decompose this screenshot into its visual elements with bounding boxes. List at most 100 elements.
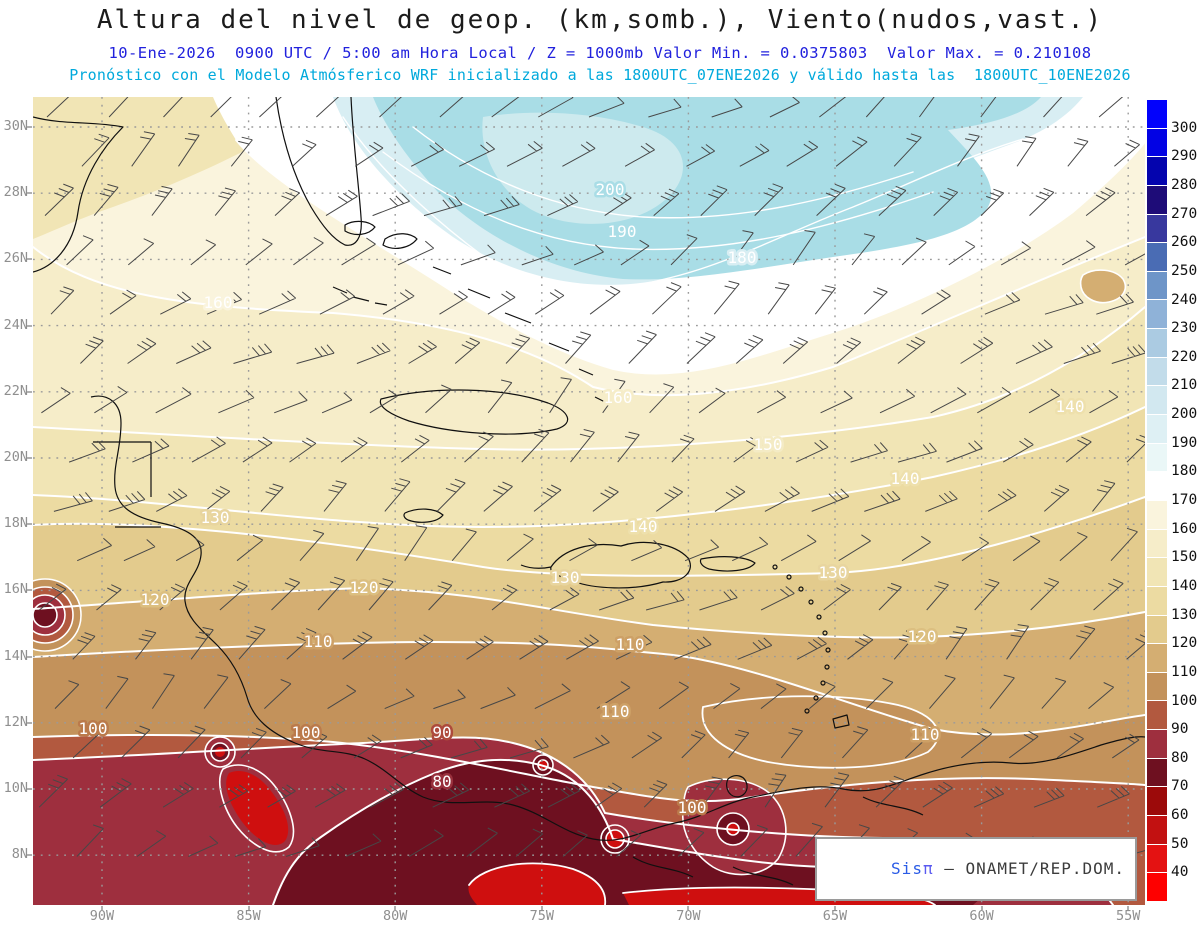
lat-tick (27, 258, 32, 261)
shaded-field (33, 97, 1145, 905)
colorbar-tick-label: 70 (1171, 778, 1189, 795)
colorbar-tick-label: 290 (1171, 148, 1198, 165)
colorbar-segment (1147, 415, 1167, 444)
coastline (90, 395, 424, 798)
lat-tick (27, 324, 32, 327)
lon-axis-label: 60W (969, 908, 994, 924)
contour-label: 190 (608, 222, 637, 241)
lon-axis-label: 75W (529, 908, 554, 924)
colorbar-segment (1147, 730, 1167, 759)
colorbar-segment (1147, 472, 1167, 501)
colorbar-tick-label: 200 (1171, 406, 1198, 423)
colorbar-tick-label: 100 (1171, 692, 1198, 709)
lat-axis-label: 16N (3, 581, 28, 598)
contour-line (219, 764, 295, 853)
colorbar-segment (1147, 500, 1167, 530)
lat-tick (27, 457, 32, 459)
contour-label: 110 (601, 702, 630, 721)
island-dot (825, 647, 831, 653)
island-dot (820, 680, 826, 686)
lat-tick (27, 390, 32, 393)
page-title: Altura del nivel de geop. (km,somb.), Vi… (96, 5, 1104, 35)
lat-tick (27, 126, 32, 128)
coastline (332, 286, 388, 306)
colorbar-tick-label: 60 (1171, 807, 1189, 824)
contour-label: 110 (616, 635, 645, 654)
lat-axis-label: 18N (3, 515, 28, 532)
colorbar-segment (1147, 157, 1167, 186)
lon-tick (247, 906, 250, 910)
lon-axis-label: 90W (89, 908, 115, 924)
lat-tick (27, 589, 32, 592)
contour-label: 140 (1056, 397, 1085, 416)
contour-label: 100 (678, 798, 707, 817)
colorbar-segment (1147, 185, 1167, 215)
lon-tick (540, 906, 543, 910)
contour-label: 90 (432, 723, 451, 742)
colorbar-segment (1147, 329, 1167, 358)
contour-line (33, 496, 1145, 577)
colorbar-tick-label: 110 (1171, 663, 1198, 680)
contour-line (1079, 269, 1127, 304)
colorbar-tick-label: 240 (1171, 291, 1198, 308)
colorbar-segment (1147, 758, 1167, 788)
colorbar-tick-label: 210 (1171, 377, 1198, 394)
coastline (275, 97, 362, 246)
coastline (344, 220, 418, 249)
contour-label: 120 (908, 627, 937, 646)
colorbar-segment (1147, 243, 1167, 272)
contour-line (682, 778, 787, 876)
contour-label: 100 (292, 723, 321, 742)
contour-label: 130 (819, 563, 848, 582)
contour-ring (33, 594, 66, 636)
contour-line (468, 862, 607, 905)
colorbar-tick-label: 230 (1171, 320, 1198, 337)
colorbar-segment (1147, 100, 1167, 129)
coastline (403, 508, 444, 523)
lat-axis-label: 20N (3, 449, 28, 465)
map-frame: 200 190 180 160 160 150 140 140 140 130 130 130 120 1… (33, 97, 1145, 905)
valid-time-subtitle: 10-Ene-2026 0900 UTC / 5:00 am Hora Loca… (108, 44, 1092, 62)
pi-icon: π (922, 859, 934, 878)
island-dot (808, 599, 814, 605)
contour-label: 120 (141, 590, 170, 609)
colorbar-tick-label: 140 (1171, 577, 1198, 594)
contour-line (235, 139, 1145, 375)
contour-label: 140 (891, 469, 920, 488)
coastline (422, 736, 1145, 841)
island-dot (798, 586, 804, 592)
colorbar-tick-label: 40 (1171, 864, 1189, 881)
contour-ring (33, 602, 58, 628)
colorbar-segment (1147, 844, 1167, 874)
colorbar-segment (1147, 300, 1167, 330)
island-dot (824, 664, 830, 670)
contour-label: 130 (201, 508, 230, 527)
lon-tick (1127, 906, 1130, 910)
contour-label: 160 (204, 293, 233, 312)
contour-line (33, 640, 1145, 736)
contour-line (382, 151, 934, 251)
colorbar-segment (1147, 701, 1167, 731)
lon-axis-label: 55W (1115, 908, 1141, 924)
coastline (33, 116, 124, 273)
colorbar-tick-label: 280 (1171, 176, 1198, 193)
island-dot (816, 614, 822, 620)
colorbar-tick-label: 80 (1171, 749, 1189, 766)
coastline (632, 796, 924, 886)
colorbar-segment (1147, 443, 1167, 473)
colorbar-segment (1147, 787, 1167, 817)
colorbar-segment (1147, 529, 1167, 559)
contour-label: 110 (304, 632, 333, 651)
contour-ring (33, 586, 74, 644)
shade-band (482, 112, 683, 224)
colorbar-tick-label: 270 (1171, 205, 1198, 222)
contour-ring (600, 824, 630, 854)
colorbar-tick-label: 120 (1171, 635, 1198, 652)
coastline (832, 714, 850, 729)
lat-axis-label: 22N (3, 382, 28, 399)
shade-band (33, 307, 1145, 527)
colorbar-segment (1147, 644, 1167, 673)
colorbar-tick-label: 170 (1171, 492, 1198, 508)
lat-axis-label: 12N (3, 713, 28, 730)
